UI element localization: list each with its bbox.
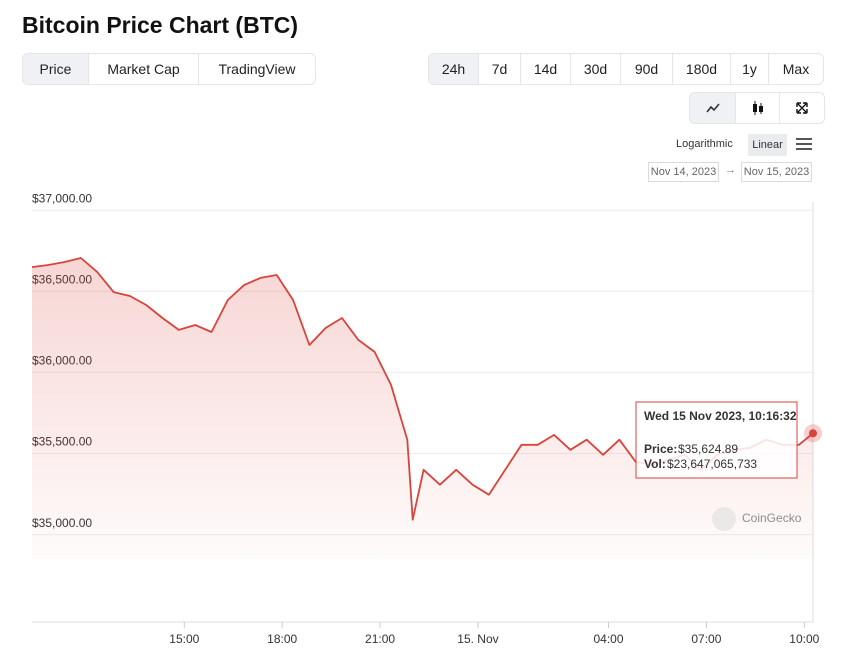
range-button[interactable]: 14d bbox=[521, 54, 571, 84]
x-tick-label: 04:00 bbox=[593, 632, 623, 646]
range-button[interactable]: 7d bbox=[479, 54, 521, 84]
tooltip-price: $35,624.89 bbox=[678, 442, 738, 456]
x-tick-label: 10:00 bbox=[789, 632, 819, 646]
tooltip-price-label: Price: bbox=[644, 442, 677, 456]
chart: $35,000.00$35,500.00$36,000.00$36,500.00… bbox=[31, 191, 822, 646]
tooltip-vol: $23,647,065,733 bbox=[667, 457, 757, 471]
watermark: CoinGecko bbox=[712, 507, 802, 531]
area bbox=[32, 258, 813, 559]
icon bbox=[705, 103, 720, 113]
range-button[interactable]: Max bbox=[782, 61, 810, 77]
watermark-logo bbox=[712, 507, 736, 531]
x-tick-label: 18:00 bbox=[267, 632, 297, 646]
linear-option[interactable]: Linear bbox=[748, 134, 787, 156]
date-arrow: → bbox=[725, 164, 736, 176]
range-button[interactable]: 24h bbox=[429, 54, 479, 84]
range-button[interactable]: 90d bbox=[621, 54, 673, 84]
line-chart-button[interactable] bbox=[690, 93, 736, 123]
tab[interactable]: Price bbox=[23, 54, 89, 84]
tooltip-vol-label: Vol: bbox=[644, 457, 666, 471]
x-tick-label: 07:00 bbox=[691, 632, 721, 646]
hover-point bbox=[809, 429, 817, 438]
y-tick-label: $37,000.00 bbox=[32, 191, 92, 205]
log-option[interactable]: Logarithmic bbox=[676, 138, 733, 150]
tab[interactable]: Market Cap bbox=[89, 54, 199, 84]
range-button[interactable]: 180d bbox=[673, 54, 731, 84]
icon bbox=[796, 102, 808, 114]
tooltip-title: Wed 15 Nov 2023, 10:16:32 bbox=[644, 409, 797, 423]
x-tick-label: 15. Nov bbox=[457, 632, 498, 646]
date-from[interactable]: Nov 14, 2023 bbox=[648, 162, 719, 182]
date-to[interactable]: Nov 15, 2023 bbox=[741, 162, 812, 182]
chart-type-group bbox=[689, 92, 825, 124]
x-tick-label: 21:00 bbox=[365, 632, 395, 646]
x-tick-label: 15:00 bbox=[169, 632, 199, 646]
range-button[interactable]: 1y bbox=[731, 54, 769, 84]
range-button[interactable]: 30d bbox=[571, 54, 621, 84]
candle-chart-button[interactable] bbox=[736, 93, 780, 123]
watermark-text: CoinGecko bbox=[742, 511, 802, 525]
tab-group: Price Market Cap TradingView bbox=[22, 53, 316, 85]
fullscreen-button[interactable] bbox=[780, 93, 824, 123]
tooltip-box bbox=[635, 401, 798, 479]
icon bbox=[752, 101, 763, 115]
tab[interactable]: TradingView bbox=[218, 61, 296, 77]
menu-icon[interactable] bbox=[795, 137, 813, 151]
page-title: Bitcoin Price Chart (BTC) bbox=[22, 12, 299, 38]
range-group: 24h 7d 14d 30d 90d 180d 1y Max bbox=[428, 53, 824, 85]
